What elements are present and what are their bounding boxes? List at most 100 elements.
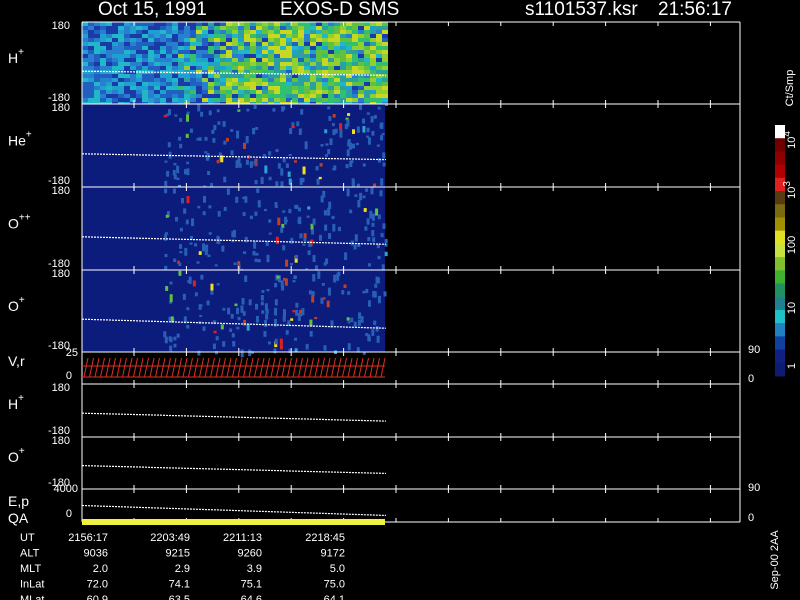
spectrogram-cell (148, 82, 154, 86)
spectrogram-cell (292, 78, 298, 82)
spectrogram-cell (202, 66, 208, 70)
spectrogram-cell (142, 22, 148, 26)
spectrogram-cell (238, 26, 244, 30)
spectrogram-cell (328, 54, 334, 58)
spectrogram-cell (202, 243, 206, 252)
spectrogram-cell (112, 50, 118, 54)
spectrogram-cell (298, 22, 304, 26)
spectrogram-cell (302, 243, 306, 246)
spectrogram-cell (88, 90, 94, 94)
spectrogram-cell (263, 331, 267, 337)
spectrogram-cell (238, 34, 244, 38)
spectrogram-cell (254, 258, 258, 262)
spectrogram-cell (226, 54, 232, 58)
spectrogram-cell (180, 198, 184, 204)
spectrogram-cell (340, 30, 346, 34)
spectrogram-cell (214, 70, 220, 74)
spectrogram-cell (322, 66, 328, 70)
spectrogram-cell (112, 90, 118, 94)
spectrogram-cell (334, 30, 340, 34)
vector (364, 357, 369, 378)
spectrogram-cell (190, 66, 196, 70)
spectrogram-cell (130, 38, 136, 42)
spectrogram-cell (340, 34, 346, 38)
spectrogram-cell (334, 94, 340, 98)
spectrogram-cell (214, 264, 218, 267)
spectrogram-cell (253, 241, 257, 249)
spectrogram-cell (329, 138, 333, 146)
spectrogram-cell (220, 62, 226, 66)
spectrogram-cell (148, 22, 154, 26)
vector (100, 357, 105, 378)
spectrogram-cell (286, 54, 292, 58)
vector (254, 357, 259, 378)
spectrogram-cell (148, 38, 154, 42)
spectrogram-cell (242, 212, 246, 217)
spectrogram-cell (232, 62, 238, 66)
spectrogram-cell (288, 153, 292, 156)
spectrogram-cell (190, 98, 196, 102)
spectrogram-cell (166, 42, 172, 46)
spectrogram-cell (375, 326, 379, 332)
label-text: H (8, 396, 18, 412)
spectrogram-cell (216, 235, 220, 240)
spectrogram-cell (328, 98, 334, 102)
spectrogram-cell (94, 86, 100, 90)
spectrogram-cell (286, 30, 292, 34)
spectrogram-cell (168, 316, 172, 321)
row-value: 2211:13 (223, 532, 262, 544)
spectrogram-cell (232, 38, 238, 42)
spectrogram-cell (365, 288, 369, 294)
spectrogram-cell (284, 216, 288, 225)
spectrogram-cell (371, 329, 375, 336)
spectrogram-cell (316, 50, 322, 54)
spectrogram-cell (322, 82, 328, 86)
spectrogram-cell (346, 90, 352, 94)
spectrogram-cell (323, 262, 327, 266)
spectrogram-cell (351, 181, 355, 190)
spectrogram-cell (112, 58, 118, 62)
spectrogram-cell (310, 34, 316, 38)
spectrogram-cell (238, 38, 244, 42)
spectrogram-cell (376, 335, 380, 343)
spectrogram-cell (160, 50, 166, 54)
spectrogram-cell (347, 321, 351, 324)
spectrogram-cell (172, 82, 178, 86)
vector (138, 357, 144, 378)
spectrogram-cell (280, 38, 286, 42)
spectrogram-cell (328, 26, 334, 30)
spectrogram-cell (196, 70, 202, 74)
spectrogram-cell (306, 215, 310, 218)
spectrogram-cell (238, 50, 244, 54)
spectrogram-cell (178, 42, 184, 46)
spectrogram-cell (148, 66, 154, 70)
spectrogram-cell (215, 336, 219, 341)
spectrogram-cell (235, 196, 239, 203)
spectrogram-cell (196, 94, 202, 98)
spectrogram-cell (208, 54, 214, 58)
label-sup: + (18, 47, 24, 58)
spectrogram-cell (297, 207, 301, 212)
spectrogram-cell (194, 292, 198, 297)
colorbar-segment (775, 164, 785, 179)
spectrogram-cell (142, 58, 148, 62)
spectrogram-cell (334, 70, 340, 74)
spectrogram-cell (264, 303, 268, 311)
spectrogram-cell (262, 78, 268, 82)
spectrogram-cell (324, 129, 328, 134)
spectrogram-cell (190, 22, 196, 26)
spectrogram-cell (274, 90, 280, 94)
spectrogram-cell (358, 42, 364, 46)
spectrogram-cell (214, 82, 220, 86)
spectrogram-cell (124, 54, 130, 58)
spectrogram-cell (340, 82, 346, 86)
spectrogram-cell (166, 74, 172, 78)
spectrogram-cell (250, 26, 256, 30)
panel-label: O+ (8, 295, 25, 314)
spectrogram-cell (254, 163, 258, 166)
spectrogram-cell (160, 22, 166, 26)
spectrogram-cell (268, 62, 274, 66)
spectrogram-cell (282, 210, 286, 213)
vector (331, 357, 336, 378)
